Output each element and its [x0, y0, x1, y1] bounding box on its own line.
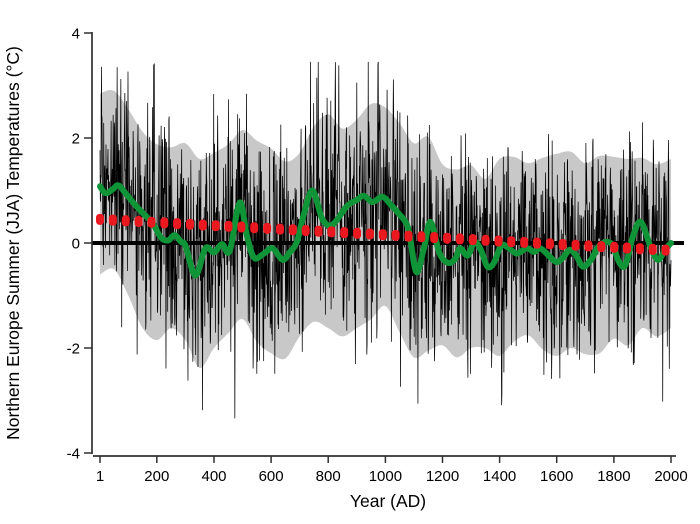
trend-dash	[661, 244, 670, 256]
y-tick-label: 0	[72, 236, 80, 253]
trend-dash	[623, 242, 631, 254]
y-tick-label: 4	[72, 26, 80, 43]
x-tick-label: 1	[96, 468, 104, 485]
x-tick-label: 1200	[426, 468, 459, 485]
x-tick-label: 200	[144, 468, 169, 485]
trend-dash	[288, 224, 297, 236]
trend-dash	[121, 215, 130, 227]
trend-dash	[250, 222, 259, 234]
trend-dash	[353, 227, 362, 239]
trend-dash	[301, 225, 310, 236]
trend-dash	[507, 236, 516, 248]
trend-dash	[404, 230, 413, 242]
trend-dash	[186, 218, 194, 230]
smoothed-series-line	[97, 182, 674, 279]
trend-dash	[96, 213, 104, 225]
trend-dash	[481, 234, 490, 246]
trend-dash	[378, 229, 387, 241]
trend-dash	[648, 243, 657, 255]
trend-dash	[224, 220, 233, 232]
trend-dash-series	[96, 213, 670, 256]
y-tick-label: -4	[67, 446, 80, 463]
trend-dash	[584, 240, 593, 252]
x-tick-label: 1400	[483, 468, 516, 485]
trend-dash	[108, 214, 117, 226]
x-tick-label: 1000	[369, 468, 402, 485]
x-tick-label: 800	[316, 468, 341, 485]
plot-area: 420-2-41 200 400 600 800 1000 1200 1400 1600 1800…	[67, 26, 688, 486]
trend-dash	[597, 241, 606, 253]
x-tick-label: 1600	[540, 468, 573, 485]
y-tick-label: -2	[67, 341, 80, 358]
x-tick-label: 2000	[654, 468, 687, 485]
trend-dash	[391, 229, 400, 241]
trend-dash	[211, 220, 220, 232]
trend-dash	[558, 239, 567, 250]
y-axis-title: Northern Europe Summer (JJA) Temperature…	[3, 46, 23, 440]
trend-dash	[314, 225, 323, 237]
trend-dash	[520, 236, 529, 248]
trend-dash	[276, 223, 284, 235]
trend-dash	[533, 237, 541, 249]
trend-dash	[610, 241, 619, 253]
trend-dash	[545, 238, 554, 250]
trend-dash	[635, 243, 644, 255]
trend-dash	[327, 226, 336, 238]
trend-dash	[173, 218, 182, 230]
trend-dash	[455, 233, 464, 245]
trend-dash	[430, 232, 439, 243]
trend-dash	[263, 222, 272, 234]
trend-dash	[237, 221, 246, 233]
trend-dash	[134, 216, 143, 227]
trend-dash	[340, 227, 349, 239]
trend-dash	[160, 217, 169, 229]
trend-dash	[443, 232, 452, 244]
trend-dash	[147, 216, 156, 228]
trend-dash	[417, 231, 426, 243]
trend-dash	[468, 234, 477, 246]
trend-dash	[198, 219, 207, 231]
x-tick-label: 400	[201, 468, 226, 485]
zero-reference-line	[92, 241, 684, 245]
trend-dash	[365, 228, 374, 240]
trend-dash	[571, 239, 580, 251]
y-tick-label: 2	[72, 131, 80, 148]
trend-dash	[494, 235, 503, 247]
x-tick-label: 600	[259, 468, 284, 485]
x-axis-title: Year (AD)	[350, 491, 426, 511]
x-tick-label: 1800	[597, 468, 630, 485]
